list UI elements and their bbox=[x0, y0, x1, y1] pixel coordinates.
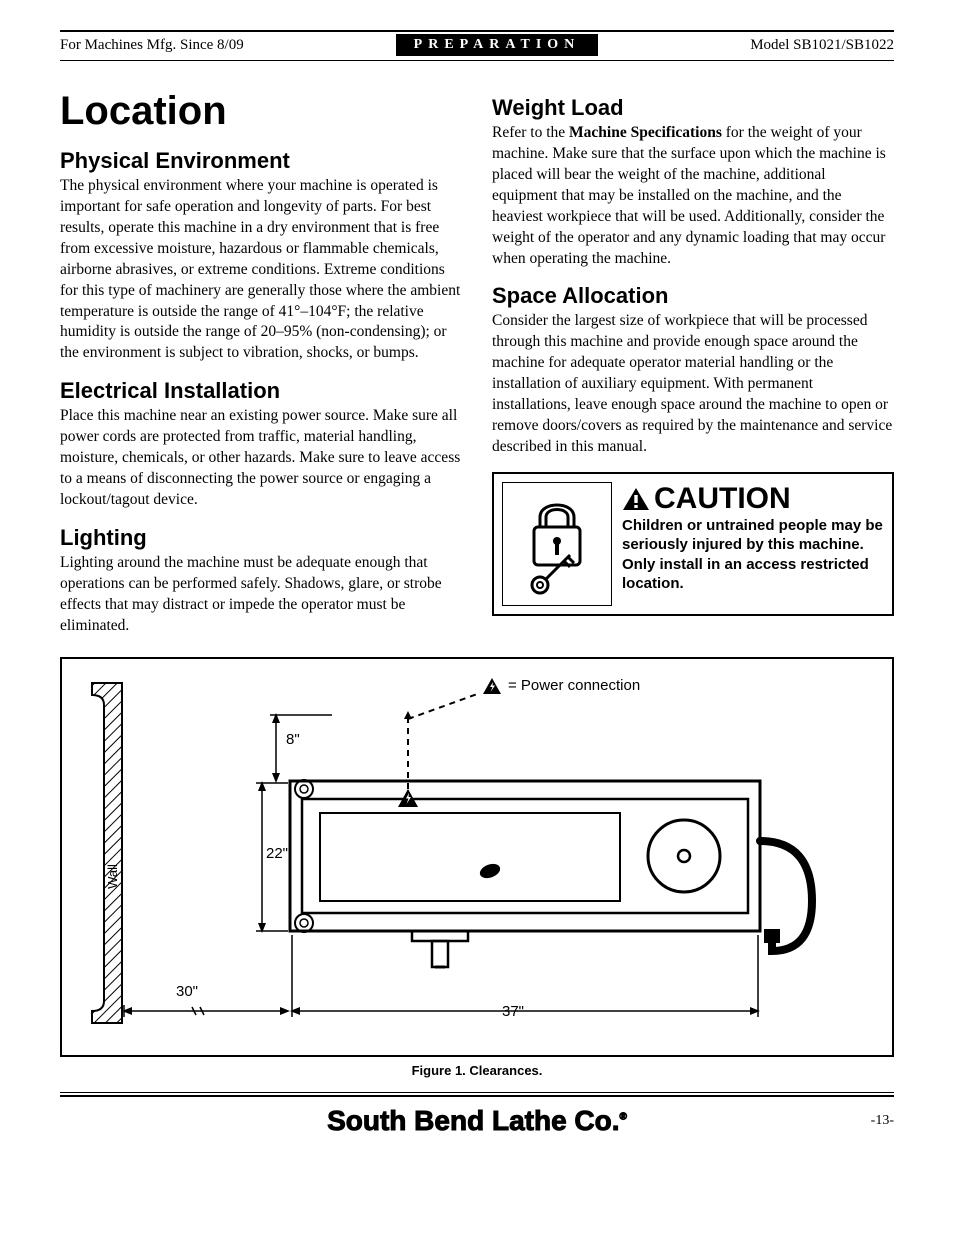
weight-bold: Machine Specifications bbox=[569, 124, 722, 141]
footer-rule-thick bbox=[60, 1095, 894, 1097]
body-space: Consider the largest size of workpiece t… bbox=[492, 311, 894, 457]
heading-electrical: Electrical Installation bbox=[60, 378, 462, 404]
dim-left: 30" bbox=[176, 983, 198, 1000]
footer: South Bend Lathe Co.® -13- bbox=[60, 1105, 894, 1137]
company-text: South Bend Lathe Co. bbox=[327, 1105, 619, 1136]
heading-weight: Weight Load bbox=[492, 95, 894, 121]
dim-mid: 22" bbox=[266, 845, 288, 862]
dim-top: 8" bbox=[286, 731, 300, 748]
header-right: Model SB1021/SB1022 bbox=[750, 37, 894, 54]
body-electrical: Place this machine near an existing powe… bbox=[60, 406, 462, 511]
page-title: Location bbox=[60, 89, 462, 134]
padlock-key-icon bbox=[518, 489, 596, 599]
warning-triangle-icon bbox=[622, 487, 650, 511]
caution-body: Children or untrained people may be seri… bbox=[622, 516, 884, 594]
left-column: Location Physical Environment The physic… bbox=[60, 89, 462, 637]
weight-post: for the weight of your machine. Make sur… bbox=[492, 124, 886, 267]
page-number: -13- bbox=[871, 1113, 894, 1129]
header-center: PREPARATION bbox=[396, 34, 599, 56]
header-bar: For Machines Mfg. Since 8/09 PREPARATION… bbox=[60, 34, 894, 61]
heading-space: Space Allocation bbox=[492, 283, 894, 309]
caution-icon-container bbox=[502, 482, 612, 606]
top-rule bbox=[60, 30, 894, 32]
header-left: For Machines Mfg. Since 8/09 bbox=[60, 37, 244, 54]
caution-heading-text: CAUTION bbox=[654, 482, 791, 516]
heading-lighting: Lighting bbox=[60, 525, 462, 551]
body-physical-env: The physical environment where your mach… bbox=[60, 176, 462, 364]
content-columns: Location Physical Environment The physic… bbox=[60, 89, 894, 637]
dim-right: 37" bbox=[502, 1003, 524, 1020]
weight-pre: Refer to the bbox=[492, 124, 569, 141]
company-name: South Bend Lathe Co.® bbox=[327, 1105, 627, 1137]
wall-label: Wall bbox=[105, 864, 120, 889]
caution-text-col: CAUTION Children or untrained people may… bbox=[622, 482, 884, 606]
right-column: Weight Load Refer to the Machine Specifi… bbox=[492, 89, 894, 637]
figure-caption: Figure 1. Clearances. bbox=[60, 1063, 894, 1078]
heading-physical-env: Physical Environment bbox=[60, 148, 462, 174]
figure-box: = Power connection bbox=[60, 657, 894, 1057]
caution-box: CAUTION Children or untrained people may… bbox=[492, 472, 894, 616]
registered-mark: ® bbox=[620, 1111, 627, 1122]
footer-rule-thin bbox=[60, 1092, 894, 1093]
body-weight: Refer to the Machine Specifications for … bbox=[492, 123, 894, 269]
caution-heading-row: CAUTION bbox=[622, 482, 884, 516]
body-lighting: Lighting around the machine must be adeq… bbox=[60, 553, 462, 637]
